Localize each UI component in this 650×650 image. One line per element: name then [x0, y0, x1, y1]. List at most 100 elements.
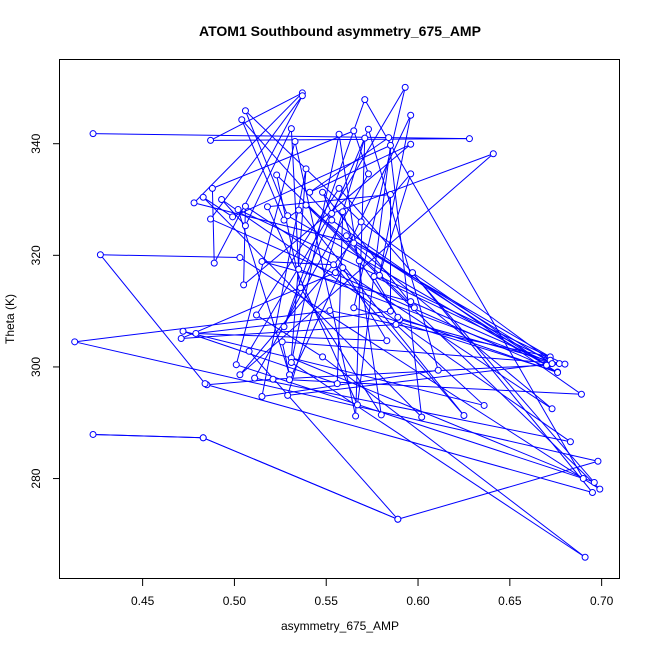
x-tick-label: 0.65 [498, 594, 522, 608]
series-segment [261, 260, 334, 266]
data-point [480, 401, 488, 409]
series-segment [241, 119, 333, 221]
data-point [355, 257, 363, 265]
data-point [89, 130, 97, 138]
series-segment [256, 188, 340, 316]
series-segment [373, 276, 551, 361]
data-point [207, 136, 215, 144]
data-point [331, 269, 339, 277]
series-segment [237, 209, 290, 375]
data-point [236, 371, 244, 379]
x-axis: 0.45 0.50 0.55 0.60 0.65 0.70 [131, 579, 614, 608]
series-segment [236, 364, 584, 480]
plot-frame [59, 59, 620, 579]
series-segment [331, 219, 582, 395]
data-point [386, 141, 394, 149]
data-point [353, 401, 361, 409]
data-point [295, 265, 303, 273]
series-segment [245, 205, 553, 410]
data-point [240, 281, 248, 289]
x-tick-label: 0.50 [223, 594, 247, 608]
data-point [333, 380, 341, 388]
data-point [465, 135, 473, 143]
data-point [489, 150, 497, 158]
data-point [269, 375, 277, 383]
series-segment [237, 209, 566, 365]
data-point [342, 232, 350, 240]
y-tick-label: 320 [29, 245, 43, 265]
series-segment [334, 115, 412, 273]
series-segment [206, 384, 593, 493]
series-segment [93, 433, 204, 439]
series-segment [212, 130, 354, 189]
data-point [350, 239, 358, 247]
series-segment [241, 119, 285, 221]
data-point [386, 307, 394, 315]
series-lines [74, 87, 601, 558]
series-segment [232, 144, 391, 218]
data-point [297, 284, 305, 292]
data-point [357, 218, 365, 226]
data-point [394, 515, 402, 523]
series-segment [210, 95, 303, 220]
data-point [201, 380, 209, 388]
data-point [241, 222, 249, 230]
series-segment [202, 196, 423, 418]
data-point [434, 366, 442, 374]
data-point [232, 361, 240, 369]
data-point [71, 338, 79, 346]
data-point [177, 334, 185, 342]
data-point [302, 201, 310, 209]
series-segment [181, 324, 397, 339]
series-segment [213, 95, 303, 264]
data-point [335, 130, 343, 138]
series-segment [195, 310, 391, 334]
data-point [364, 125, 372, 133]
series-segment [211, 188, 215, 264]
data-point [418, 413, 426, 421]
series-segment [395, 324, 485, 406]
data-point [319, 353, 327, 361]
data-point [350, 304, 358, 312]
data-point [330, 261, 338, 269]
data-point [295, 206, 303, 214]
series-segment [331, 153, 494, 214]
data-point [291, 137, 299, 145]
data-point [394, 313, 402, 321]
series-segment [239, 257, 601, 490]
data-point [280, 216, 288, 224]
data-point [328, 216, 336, 224]
data-point [596, 485, 604, 493]
data-point [284, 391, 292, 399]
series-segment [245, 110, 362, 223]
data-point [561, 360, 569, 368]
data-point [258, 257, 266, 265]
data-point [377, 411, 385, 419]
series-segment [309, 143, 411, 193]
x-tick-label: 0.45 [131, 594, 155, 608]
series-segment [364, 99, 584, 479]
series-segment [287, 137, 366, 396]
data-point [460, 411, 468, 419]
series-segment [397, 316, 558, 373]
y-tick-label: 300 [29, 357, 43, 377]
series-segment [333, 264, 465, 416]
x-tick-label: 0.70 [590, 594, 614, 608]
series-segment [291, 362, 586, 558]
series-segment [338, 134, 382, 416]
series-segment [276, 174, 415, 309]
series-segment [100, 254, 240, 259]
data-point [548, 360, 556, 368]
series-segment [261, 369, 439, 398]
series-segment [248, 87, 406, 352]
series-segment [74, 310, 330, 343]
data-point [229, 213, 237, 221]
data-point [287, 358, 295, 366]
data-point [590, 478, 598, 486]
series-segment [203, 437, 399, 520]
series-segment [342, 211, 360, 262]
data-point [298, 92, 306, 100]
data-point [386, 190, 394, 198]
data-point [238, 116, 246, 124]
data-point [588, 489, 596, 496]
